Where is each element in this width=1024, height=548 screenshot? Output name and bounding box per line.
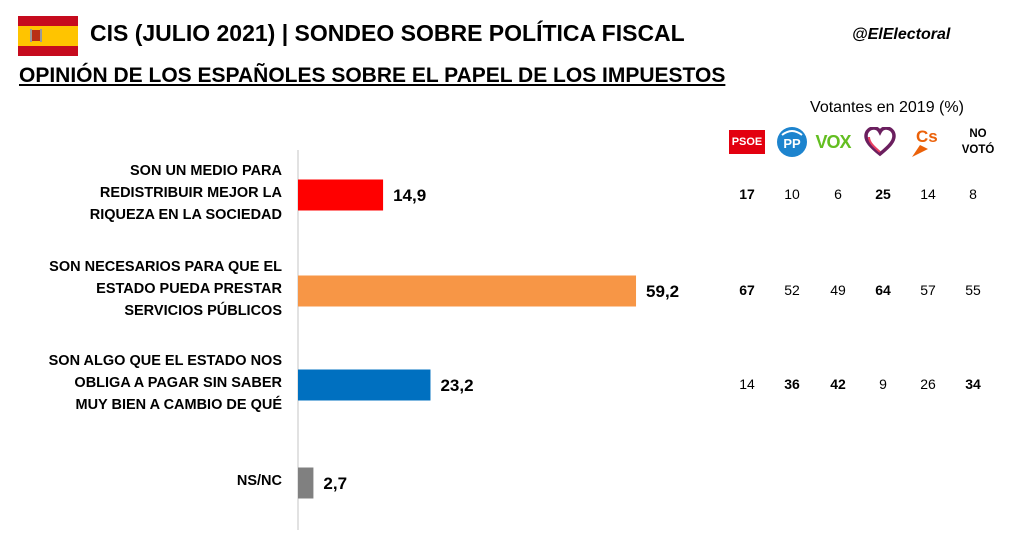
party-value-cell: 34	[965, 376, 981, 392]
bar-0	[298, 179, 384, 211]
category-label-line: SON NECESARIOS PARA QUE EL	[49, 259, 282, 275]
category-label-line: OBLIGA A PAGAR SIN SABER	[74, 375, 282, 391]
spain-flag-icon	[18, 16, 78, 56]
party-value-cell: 42	[830, 376, 846, 392]
party-value-cell: 10	[784, 186, 800, 202]
party-value-cell: 36	[784, 376, 800, 392]
psoe-logo-icon: PSOE	[727, 124, 767, 160]
party-value-cell: 9	[879, 376, 887, 392]
votantes-header: Votantes en 2019 (%)	[810, 99, 964, 116]
podemos-heart-graphic	[864, 127, 896, 157]
bar-2	[298, 369, 431, 401]
pp-logo-icon: PP	[772, 124, 812, 160]
no-voto-label: NO VOTÓ	[958, 124, 998, 160]
bar-value-label-0: 14,9	[393, 186, 426, 205]
page-title: CIS (JULIO 2021) | SONDEO SOBRE POLÍTICA…	[90, 20, 685, 46]
cs-logo-graphic: Cs	[912, 127, 938, 157]
bar-3	[298, 467, 314, 499]
party-value-cell: 49	[830, 282, 846, 298]
bar-value-label-1: 59,2	[646, 282, 679, 301]
party-value-cell: 25	[875, 186, 891, 202]
category-label-line: SON UN MEDIO PARA	[130, 163, 282, 179]
podemos-heart-logo-icon	[860, 124, 900, 160]
category-label-line: SERVICIOS PÚBLICOS	[124, 303, 282, 319]
vox-logo-text: VOX	[815, 131, 851, 152]
author-handle: @ElElectoral	[852, 26, 951, 43]
party-value-cell: 67	[739, 282, 755, 298]
category-label-3: NS/NC	[12, 470, 282, 492]
bar-value-label-3: 2,7	[323, 474, 347, 493]
cs-logo-text: Cs	[916, 127, 938, 146]
party-value-cell: 8	[969, 186, 977, 202]
category-label-2: SON ALGO QUE EL ESTADO NOS OBLIGA A PAGAR…	[12, 350, 282, 416]
category-label-line: ESTADO PUEDA PRESTAR	[96, 281, 282, 297]
pp-logo-graphic: PP	[777, 127, 807, 157]
cs-logo-icon: Cs	[905, 124, 945, 160]
category-label-0: SON UN MEDIO PARA REDISTRIBUIR MEJOR LA RI…	[12, 160, 282, 226]
category-label-line: SON ALGO QUE EL ESTADO NOS	[48, 353, 282, 369]
party-value-cell: 14	[920, 186, 936, 202]
category-label-line: NS/NC	[236, 473, 282, 489]
party-value-cell: 6	[834, 186, 842, 202]
category-label-1: SON NECESARIOS PARA QUE EL ESTADO PUEDA P…	[12, 256, 282, 322]
party-value-cell: 17	[739, 186, 755, 202]
psoe-logo-label: PSOE	[728, 130, 766, 154]
page-subtitle: OPINIÓN DE LOS ESPAÑOLES SOBRE EL PAPEL …	[19, 64, 726, 87]
category-label-line: MUY BIEN A CAMBIO DE QUÉ	[75, 397, 282, 413]
party-value-cell: 64	[875, 282, 891, 298]
no-voto-line-2: VOTÓ	[961, 144, 995, 156]
party-value-cell: 14	[739, 376, 755, 392]
category-label-line: REDISTRIBUIR MEJOR LA	[99, 185, 282, 201]
party-value-cell: 57	[920, 282, 936, 298]
vox-logo-icon: VOX	[813, 124, 853, 160]
bar-value-label-2: 23,2	[440, 376, 473, 395]
category-label-line: RIQUEZA EN LA SOCIEDAD	[89, 207, 282, 223]
party-value-cell: 52	[784, 282, 800, 298]
no-voto-line-1: NO	[969, 128, 987, 140]
party-value-cell: 55	[965, 282, 981, 298]
bar-1	[298, 275, 637, 307]
party-value-cell: 26	[920, 376, 936, 392]
pp-logo-text: PP	[783, 136, 801, 151]
